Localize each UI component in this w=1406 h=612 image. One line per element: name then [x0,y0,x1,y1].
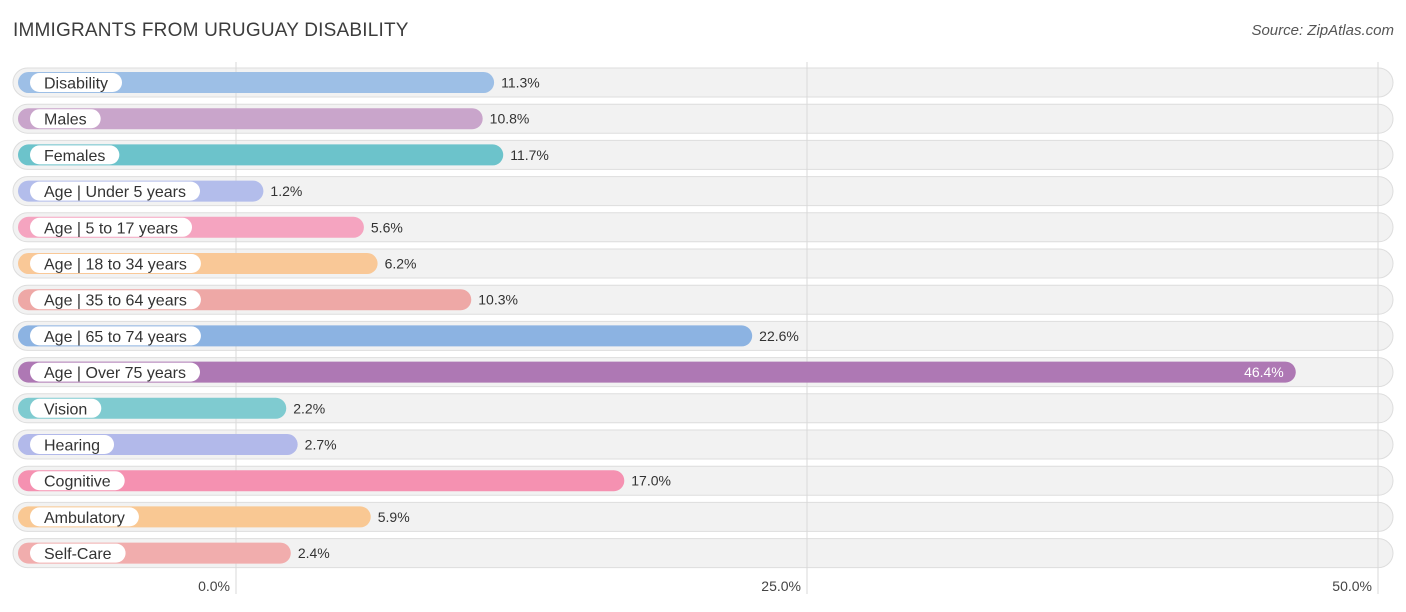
value-label: 5.6% [371,219,403,235]
bar-label-pill [30,362,200,382]
value-label: 6.2% [385,256,417,272]
bar-label-pill [30,326,201,346]
bar [18,361,1296,383]
row-background [12,538,1394,569]
category-label: Vision [44,401,87,418]
category-label: Age | Over 75 years [44,365,186,382]
bar-label-pill [30,543,126,563]
value-label: 2.7% [305,437,337,453]
x-tick-label: 50.0% [1332,578,1372,594]
bar [18,470,625,492]
bar-label-pill [30,73,123,92]
bar-label-pill [30,471,125,491]
category-label: Age | Under 5 years [44,184,186,201]
value-label: 10.8% [490,111,530,127]
bar-label-pill [30,217,193,237]
bar-label-pill [30,109,101,129]
value-label: 2.2% [293,400,325,416]
category-label: Age | 5 to 17 years [44,220,178,237]
bar [18,325,753,347]
value-label: 2.4% [298,545,330,561]
bar-label-pill [30,254,201,273]
value-label: 46.4% [1244,364,1284,380]
value-label: 5.9% [378,509,410,525]
row-background [12,429,1394,460]
row-background [12,176,1394,207]
category-label: Age | 65 to 74 years [44,329,187,346]
category-label: Disability [44,76,108,93]
bar-label-pill [30,181,201,201]
bar-label-pill [30,435,115,454]
x-tick-label: 25.0% [761,578,801,594]
row-background [12,393,1394,424]
x-tick-label: 0.0% [198,578,230,594]
category-label: Females [44,148,105,165]
category-label: Age | 35 to 64 years [44,293,187,310]
value-label: 17.0% [631,473,671,489]
bars: Disability 11.3% Males 10.8% Females 11.7% Age… [18,72,1296,564]
bar [18,108,483,130]
row-backgrounds [12,67,1394,569]
value-label: 1.2% [270,183,302,199]
bar-label-pill [30,507,139,527]
category-label: Age | 18 to 34 years [44,257,187,274]
category-label: Ambulatory [44,510,125,527]
value-label: 22.6% [759,328,799,344]
value-label: 10.3% [478,292,518,308]
chart-title: IMMIGRANTS FROM URUGUAY DISABILITY [13,20,409,41]
category-label: Hearing [44,438,100,455]
bar-label-pill [30,398,102,418]
bar-label-pill [30,145,120,165]
category-label: Self-Care [44,546,112,563]
bar [18,72,495,93]
axis-ticks: 0.0% 25.0% 50.0% [198,578,1372,594]
value-label: 11.3% [501,75,540,91]
value-label: 11.7% [510,147,549,163]
category-label: Cognitive [44,474,111,491]
bar-label-pill [30,290,201,310]
category-label: Males [44,112,87,129]
bar [18,144,504,166]
source-attribution: Source: ZipAtlas.com [1251,22,1394,39]
